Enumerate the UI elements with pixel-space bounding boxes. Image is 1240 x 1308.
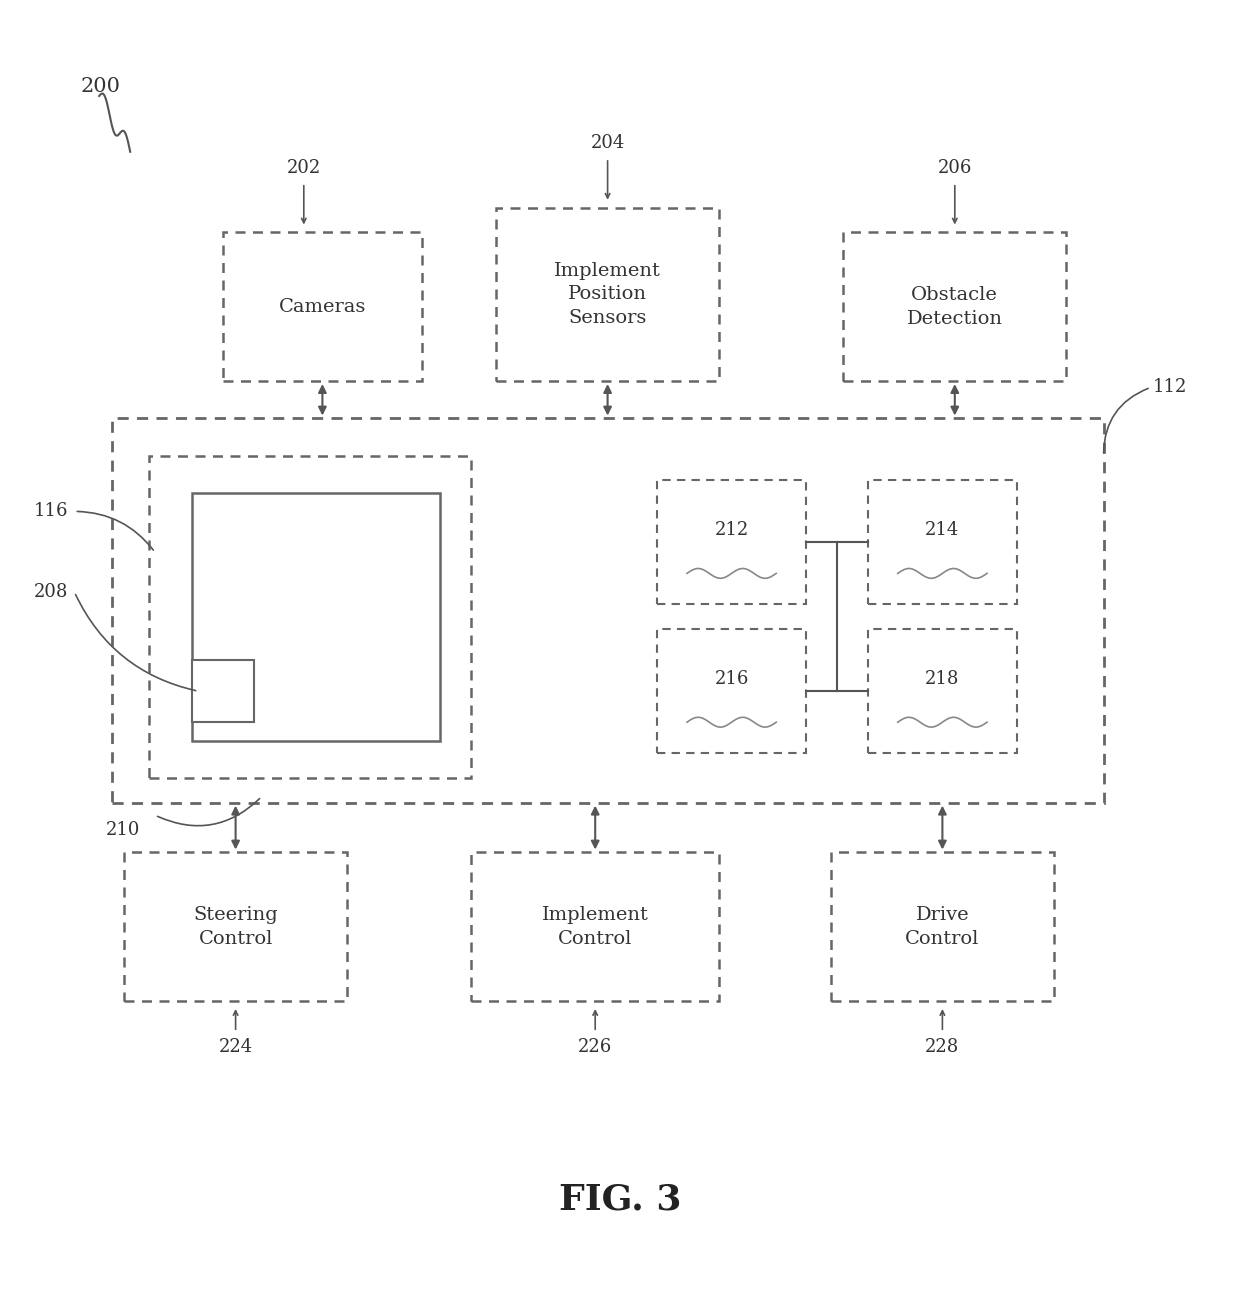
Bar (657, 480, 806, 604)
Text: 216: 216 (714, 670, 749, 688)
Bar (223, 233, 422, 381)
Bar (192, 493, 440, 740)
Text: 200: 200 (81, 77, 120, 97)
Text: 226: 226 (578, 1039, 613, 1057)
Text: 218: 218 (925, 670, 960, 688)
Text: Cameras: Cameras (279, 298, 366, 315)
Bar (657, 629, 806, 753)
Text: 206: 206 (937, 158, 972, 177)
Text: 224: 224 (218, 1039, 253, 1057)
Bar (831, 853, 1054, 1001)
Bar (149, 455, 471, 778)
Bar (124, 853, 347, 1001)
Text: FIG. 3: FIG. 3 (559, 1182, 681, 1216)
Text: 214: 214 (925, 521, 960, 539)
Text: Implement
Position
Sensors: Implement Position Sensors (554, 262, 661, 327)
Text: 210: 210 (105, 821, 140, 840)
Text: 212: 212 (714, 521, 749, 539)
Text: 204: 204 (590, 133, 625, 152)
Bar (868, 629, 1017, 753)
Bar (192, 661, 254, 722)
Text: 228: 228 (925, 1039, 960, 1057)
Text: 202: 202 (286, 158, 321, 177)
Text: Steering
Control: Steering Control (193, 906, 278, 947)
Bar (471, 853, 719, 1001)
Text: 208: 208 (33, 583, 68, 600)
Bar (112, 419, 1104, 803)
Bar (496, 208, 719, 381)
Text: 112: 112 (1153, 378, 1188, 396)
Text: Obstacle
Detection: Obstacle Detection (906, 286, 1003, 327)
Text: Implement
Control: Implement Control (542, 906, 649, 947)
Text: Drive
Control: Drive Control (905, 906, 980, 947)
Bar (868, 480, 1017, 604)
Bar (843, 233, 1066, 381)
Text: 116: 116 (33, 502, 68, 521)
